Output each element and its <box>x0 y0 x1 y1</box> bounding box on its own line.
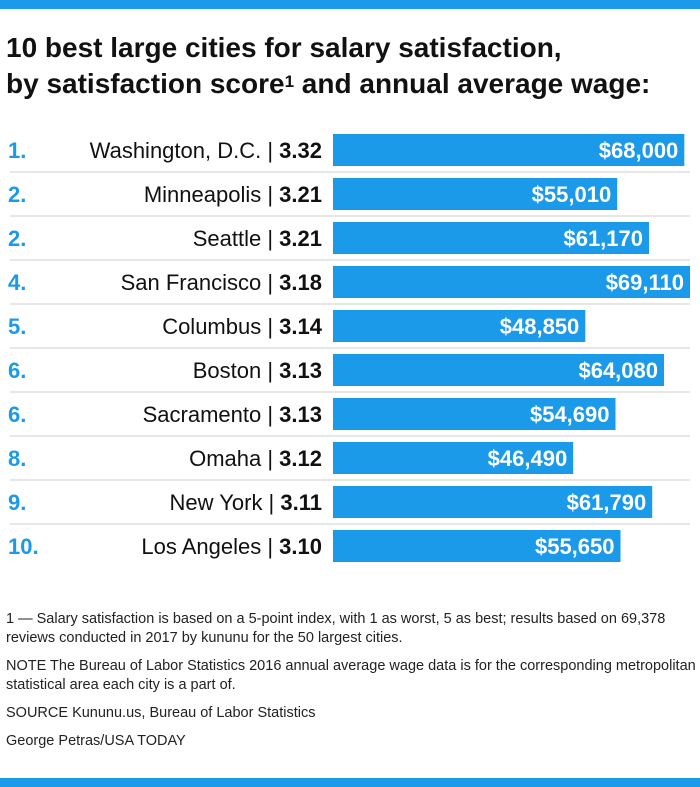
wage-label: $55,010 <box>532 182 612 207</box>
rank-label: 5. <box>8 314 26 339</box>
city-label: Omaha | 3.12 <box>189 446 322 471</box>
city-label: Los Angeles | 3.10 <box>141 534 322 559</box>
footnote-text: 1 — Salary satisfaction is based on a 5-… <box>6 611 666 646</box>
title-line-2-prefix: by satisfaction score <box>6 68 285 99</box>
rank-label: 9. <box>8 490 26 515</box>
bar <box>333 398 616 430</box>
city-name: Sacramento | <box>143 402 280 427</box>
chart-notes: 1 — Salary satisfaction is based on a 5-… <box>6 610 696 760</box>
satisfaction-score: 3.13 <box>279 358 322 383</box>
title-line-1: 10 best large cities for salary satisfac… <box>6 32 562 63</box>
chart-title: 10 best large cities for salary satisfac… <box>6 30 696 102</box>
city-name: Columbus | <box>162 314 279 339</box>
city-label: Washington, D.C. | 3.32 <box>90 138 322 163</box>
wage-label: $69,110 <box>606 270 684 295</box>
bar <box>333 354 664 386</box>
bar <box>333 266 690 298</box>
city-name: Washington, D.C. | <box>90 138 280 163</box>
rank-label: 6. <box>8 358 26 383</box>
top-accent-bar <box>0 0 700 9</box>
city-name: Minneapolis | <box>144 182 279 207</box>
satisfaction-score: 3.13 <box>279 402 322 427</box>
rank-label: 10. <box>8 534 39 559</box>
satisfaction-score: 3.14 <box>279 314 323 339</box>
city-label: Seattle | 3.21 <box>193 226 322 251</box>
wage-label: $46,490 <box>488 446 568 471</box>
city-name: New York | <box>170 490 281 515</box>
city-name: Boston | <box>193 358 279 383</box>
city-label: Columbus | 3.14 <box>162 314 323 339</box>
bar <box>333 222 649 254</box>
satisfaction-score: 3.21 <box>279 182 322 207</box>
title-line-2-suffix: and annual average wage: <box>294 68 651 99</box>
city-label: Sacramento | 3.13 <box>143 402 322 427</box>
city-name: San Francisco | <box>121 270 280 295</box>
rank-label: 6. <box>8 402 26 427</box>
bottom-accent-bar <box>0 778 700 787</box>
wage-label: $55,650 <box>535 534 615 559</box>
bar <box>333 530 621 562</box>
rank-label: 2. <box>8 182 26 207</box>
rank-label: 8. <box>8 446 26 471</box>
wage-label: $61,790 <box>567 490 647 515</box>
city-name: Omaha | <box>189 446 279 471</box>
rank-label: 2. <box>8 226 26 251</box>
credit-text: George Petras/USA TODAY <box>6 733 186 749</box>
rank-label: 4. <box>8 270 26 295</box>
wage-label: $61,170 <box>563 226 643 251</box>
satisfaction-score: 3.12 <box>279 446 322 471</box>
wage-label: $64,080 <box>578 358 658 383</box>
bar-chart: 1. Washington, D.C. | 3.32 $68,000 2. Minnea… <box>8 134 690 562</box>
satisfaction-score: 3.11 <box>280 490 322 515</box>
note-text: NOTE The Bureau of Labor Statistics 2016… <box>6 658 696 693</box>
satisfaction-score: 3.18 <box>279 270 322 295</box>
bar <box>333 310 586 342</box>
satisfaction-score: 3.32 <box>279 138 322 163</box>
footnote-marker: 1 <box>284 72 295 91</box>
wage-label: $54,690 <box>530 402 610 427</box>
city-label: San Francisco | 3.18 <box>121 270 322 295</box>
bar <box>333 442 574 474</box>
satisfaction-score: 3.10 <box>279 534 322 559</box>
wage-label: $48,850 <box>500 314 580 339</box>
bar <box>333 134 685 166</box>
city-label: New York | 3.11 <box>170 490 323 515</box>
title-line-2: by satisfaction score1 and annual averag… <box>6 66 696 102</box>
rank-label: 1. <box>8 138 26 163</box>
source-text: SOURCE Kununu.us, Bureau of Labor Statis… <box>6 705 316 721</box>
city-label: Boston | 3.13 <box>193 358 322 383</box>
city-label: Minneapolis | 3.21 <box>144 182 322 207</box>
wage-label: $68,000 <box>599 138 679 163</box>
city-name: Los Angeles | <box>141 534 279 559</box>
city-name: Seattle | <box>193 226 279 251</box>
bar <box>333 178 618 210</box>
bar <box>333 486 653 518</box>
satisfaction-score: 3.21 <box>279 226 322 251</box>
